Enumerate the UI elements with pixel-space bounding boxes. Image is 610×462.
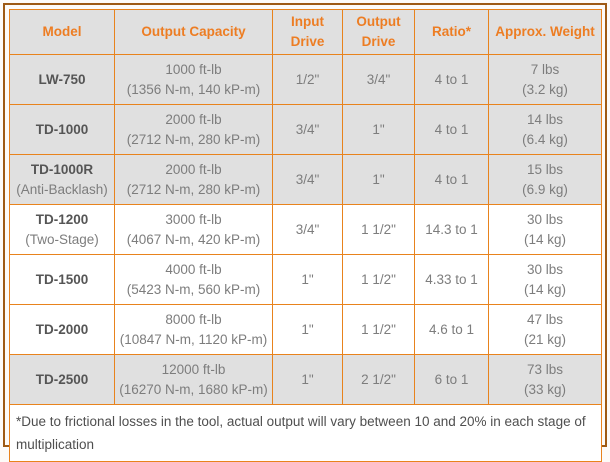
input-drive-cell: 3/4"	[272, 104, 343, 155]
output-drive-cell: 3/4"	[342, 54, 415, 105]
weight-line1: 30 lbs	[526, 261, 564, 277]
ratio-cell: 4 to 1	[414, 54, 489, 105]
capacity-line2: (1356 N-m, 140 kP-m)	[126, 81, 261, 97]
column-header-approx-weight: Approx. Weight	[488, 9, 602, 55]
weight-cell: 30 lbs (14 kg)	[488, 254, 602, 305]
output-capacity-cell: 8000 ft-lb (10847 N-m, 1120 kP-m)	[114, 304, 273, 355]
weight-line2: (14 kg)	[523, 231, 567, 247]
table-row: TD-1200 (Two-Stage) 3000 ft-lb (4067 N-m…	[9, 204, 602, 255]
input-drive-cell: 3/4"	[272, 154, 343, 205]
ratio-cell: 6 to 1	[414, 354, 489, 405]
input-drive-cell: 1"	[272, 254, 343, 305]
weight-line1: 14 lbs	[526, 111, 564, 127]
capacity-line2: (5423 N-m, 560 kP-m)	[126, 281, 261, 297]
header-row: Model Output Capacity Input Drive Output…	[9, 9, 602, 55]
capacity-line2: (4067 N-m, 420 kP-m)	[126, 231, 261, 247]
model-cell: LW-750	[9, 54, 115, 105]
output-capacity-cell: 2000 ft-lb (2712 N-m, 280 kP-m)	[114, 104, 273, 155]
weight-line2: (14 kg)	[523, 281, 567, 297]
output-capacity-cell: 2000 ft-lb (2712 N-m, 280 kP-m)	[114, 154, 273, 205]
ratio-cell: 4.6 to 1	[414, 304, 489, 355]
model-cell: TD-1200 (Two-Stage)	[9, 204, 115, 255]
output-capacity-cell: 1000 ft-lb (1356 N-m, 140 kP-m)	[114, 54, 273, 105]
weight-line2: (33 kg)	[523, 381, 567, 397]
model-name: TD-2000	[35, 321, 89, 337]
model-name: TD-1200	[35, 211, 89, 227]
table-row: TD-1000 2000 ft-lb (2712 N-m, 280 kP-m) …	[9, 104, 602, 155]
capacity-line2: (2712 N-m, 280 kP-m)	[126, 181, 261, 197]
input-drive-cell: 3/4"	[272, 204, 343, 255]
table-row: TD-2000 8000 ft-lb (10847 N-m, 1120 kP-m…	[9, 304, 602, 355]
ratio-cell: 4.33 to 1	[414, 254, 489, 305]
weight-cell: 15 lbs (6.9 kg)	[488, 154, 602, 205]
weight-line2: (21 kg)	[523, 331, 567, 347]
output-drive-cell: 1 1/2"	[342, 304, 415, 355]
weight-line1: 30 lbs	[526, 211, 564, 227]
capacity-line2: (16270 N-m, 1680 kP-m)	[119, 381, 268, 397]
ratio-cell: 4 to 1	[414, 104, 489, 155]
output-drive-cell: 1 1/2"	[342, 254, 415, 305]
table-outer-frame: Model Output Capacity Input Drive Output…	[3, 3, 607, 462]
column-header-input-drive: Input Drive	[272, 9, 343, 55]
weight-line1: 7 lbs	[530, 61, 560, 77]
weight-line2: (6.4 kg)	[522, 131, 568, 147]
table-row: LW-750 1000 ft-lb (1356 N-m, 140 kP-m) 1…	[9, 54, 602, 105]
capacity-line1: 4000 ft-lb	[165, 261, 222, 277]
output-drive-cell: 1 1/2"	[342, 204, 415, 255]
model-name: LW-750	[38, 71, 86, 87]
capacity-line1: 1000 ft-lb	[165, 61, 222, 77]
weight-cell: 7 lbs (3.2 kg)	[488, 54, 602, 105]
capacity-line1: 3000 ft-lb	[165, 211, 222, 227]
ratio-cell: 4 to 1	[414, 154, 489, 205]
capacity-line1: 2000 ft-lb	[165, 161, 222, 177]
model-subtitle: (Anti-Backlash)	[16, 181, 108, 197]
table-row: TD-1000R (Anti-Backlash) 2000 ft-lb (271…	[9, 154, 602, 205]
output-drive-cell: 1"	[342, 104, 415, 155]
output-capacity-cell: 3000 ft-lb (4067 N-m, 420 kP-m)	[114, 204, 273, 255]
model-name: TD-2500	[35, 371, 89, 387]
model-cell: TD-1500	[9, 254, 115, 305]
weight-line2: (6.9 kg)	[522, 181, 568, 197]
model-cell: TD-1000	[9, 104, 115, 155]
capacity-line2: (10847 N-m, 1120 kP-m)	[119, 331, 268, 347]
table-row: TD-2500 12000 ft-lb (16270 N-m, 1680 kP-…	[9, 354, 602, 405]
capacity-line1: 2000 ft-lb	[165, 111, 222, 127]
model-name: TD-1500	[35, 271, 89, 287]
weight-line2: (3.2 kg)	[522, 81, 568, 97]
weight-line1: 47 lbs	[526, 311, 564, 327]
weight-line1: 15 lbs	[526, 161, 564, 177]
model-subtitle: (Two-Stage)	[25, 231, 99, 247]
capacity-line2: (2712 N-m, 280 kP-m)	[126, 131, 261, 147]
column-header-model: Model	[9, 9, 115, 55]
column-header-output-capacity: Output Capacity	[114, 9, 273, 55]
model-cell: TD-2000	[9, 304, 115, 355]
output-drive-cell: 1"	[342, 154, 415, 205]
weight-cell: 30 lbs (14 kg)	[488, 204, 602, 255]
input-drive-cell: 1/2"	[272, 54, 343, 105]
model-name: TD-1000R	[30, 161, 94, 177]
column-header-output-drive: Output Drive	[342, 9, 415, 55]
footnote-row: *Due to frictional losses in the tool, a…	[9, 404, 602, 462]
input-drive-cell: 1"	[272, 304, 343, 355]
weight-line1: 73 lbs	[526, 361, 564, 377]
model-cell: TD-2500	[9, 354, 115, 405]
output-capacity-cell: 12000 ft-lb (16270 N-m, 1680 kP-m)	[114, 354, 273, 405]
capacity-line1: 8000 ft-lb	[165, 311, 222, 327]
column-header-ratio: Ratio*	[414, 9, 489, 55]
output-capacity-cell: 4000 ft-lb (5423 N-m, 560 kP-m)	[114, 254, 273, 305]
capacity-line1: 12000 ft-lb	[161, 361, 226, 377]
input-drive-cell: 1"	[272, 354, 343, 405]
weight-cell: 73 lbs (33 kg)	[488, 354, 602, 405]
weight-cell: 47 lbs (21 kg)	[488, 304, 602, 355]
footnote-text: *Due to frictional losses in the tool, a…	[9, 404, 602, 462]
table-row: TD-1500 4000 ft-lb (5423 N-m, 560 kP-m) …	[9, 254, 602, 305]
model-cell: TD-1000R (Anti-Backlash)	[9, 154, 115, 205]
weight-cell: 14 lbs (6.4 kg)	[488, 104, 602, 155]
output-drive-cell: 2 1/2"	[342, 354, 415, 405]
torque-multiplier-spec-table: Model Output Capacity Input Drive Output…	[9, 9, 602, 462]
ratio-cell: 14.3 to 1	[414, 204, 489, 255]
model-name: TD-1000	[35, 121, 89, 137]
